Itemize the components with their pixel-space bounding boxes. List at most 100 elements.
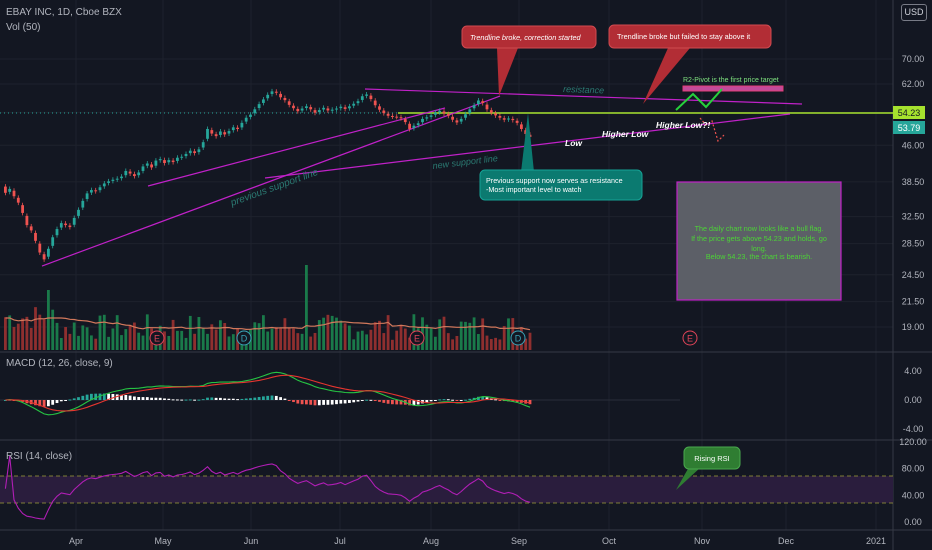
macd-tick-label: -4.00 [903,424,924,434]
macd-indicator-label: MACD (12, 26, close, 9) [6,358,113,369]
candle-body [472,105,476,109]
volume-bar [163,331,166,350]
macd-histogram-bar [313,400,317,406]
macd-histogram-bar [253,397,257,400]
candle-body [16,197,20,203]
candle-body [210,130,214,134]
candle-body [416,123,420,126]
candle-body [421,118,424,123]
candle-body [287,101,291,105]
candle-body [90,190,93,193]
candle-body [425,117,429,119]
event-marker-circle [409,330,425,346]
volume-bar [356,331,360,350]
volume-bar [455,335,459,350]
rsi-axis: 120.00 80.00 40.00 0.00 [899,437,927,527]
macd-histogram-bar [240,398,244,400]
candle-body [107,181,110,183]
r2-pivot-target-zone [682,85,784,92]
currency-badge[interactable]: USD [901,4,927,21]
macd-histogram-bar [236,399,239,401]
candle-body [339,106,343,109]
candle-body [42,254,46,260]
volume-bar [72,322,76,350]
macd-histogram-bar [455,400,459,401]
volume-bar [137,332,141,350]
volume-bar [77,335,80,350]
macd-histogram-bar [266,395,270,400]
macd-histogram-bar [464,399,467,401]
macd-histogram-bar [339,400,343,404]
volume-bar [305,265,308,350]
volume-bar [507,318,510,350]
macd-histogram-bar [425,400,429,403]
macd-axis: 4.00 0.00 -4.00 [903,366,924,434]
macd-histogram-bar [184,399,188,401]
volume-bar [55,322,59,350]
callout-3-line-2: -Most important level to watch [486,185,581,194]
volume-bar [489,339,493,350]
last-price-badge [893,121,925,134]
candle-body [85,193,89,199]
volume-bar [111,328,115,350]
volume-bar [403,328,407,350]
price-tick-label: 70.00 [902,54,925,64]
last-price-text: 53.79 [898,123,921,133]
macd-histogram-bar [326,400,330,405]
volume-bar [98,315,102,350]
macd-histogram-bar [42,400,46,407]
previous-support-trendline [41,95,501,267]
candle-body [137,172,141,176]
volume-bar [442,316,446,350]
candle-body [429,115,433,117]
candle-body [498,115,502,118]
candle-body [180,156,184,158]
candle-body [520,124,523,129]
volume-bar [68,333,72,350]
candle-body [21,205,24,213]
candle-body [249,114,252,117]
note-line-1: The daily chart now looks like a bull fl… [695,224,824,233]
candle-body [335,108,338,110]
macd-histogram-bar [145,397,149,400]
note-line-4: Below 54.23, the chart is bearish. [706,252,812,261]
macd-histogram-bar [47,400,50,407]
candle-body [193,151,196,154]
macd-histogram-bar [257,396,261,400]
macd-histogram-bar [167,398,171,400]
macd-histogram-bar [283,398,287,400]
volume-bar [287,328,291,350]
volume-bar [468,322,472,350]
candle-body [468,109,472,113]
rsi-callout-box [683,446,741,470]
volume-bar [210,324,214,350]
event-marker-circle [149,330,165,346]
volume-bar [528,332,532,350]
volume-bar [102,314,106,350]
candle-body [59,223,63,228]
macd-histogram-bar [163,398,166,400]
macd-histogram-bar [296,400,300,404]
macd-histogram-bar [38,400,42,407]
candle-body [434,112,437,115]
candle-body [176,157,179,161]
candle-body [154,160,158,166]
macd-histogram-bar [98,393,102,400]
macd-histogram-bar [51,400,55,405]
macd-histogram-bar [81,395,85,400]
rsi-tick-label: 40.00 [902,490,925,500]
volume-bar [378,320,381,350]
candle-body [94,190,98,192]
macd-histogram-bar [59,400,63,402]
macd-histogram-bar [120,394,123,400]
resistance-trendline [364,88,803,105]
volume-bar [266,331,270,350]
candle-body [326,108,330,111]
event-marker-letter: E [687,334,693,344]
candle-body [240,122,244,128]
candle-body [386,113,390,116]
price-tick-label: 28.50 [902,239,925,249]
volume-bar [124,329,128,350]
macd-histogram-bar [472,397,476,400]
